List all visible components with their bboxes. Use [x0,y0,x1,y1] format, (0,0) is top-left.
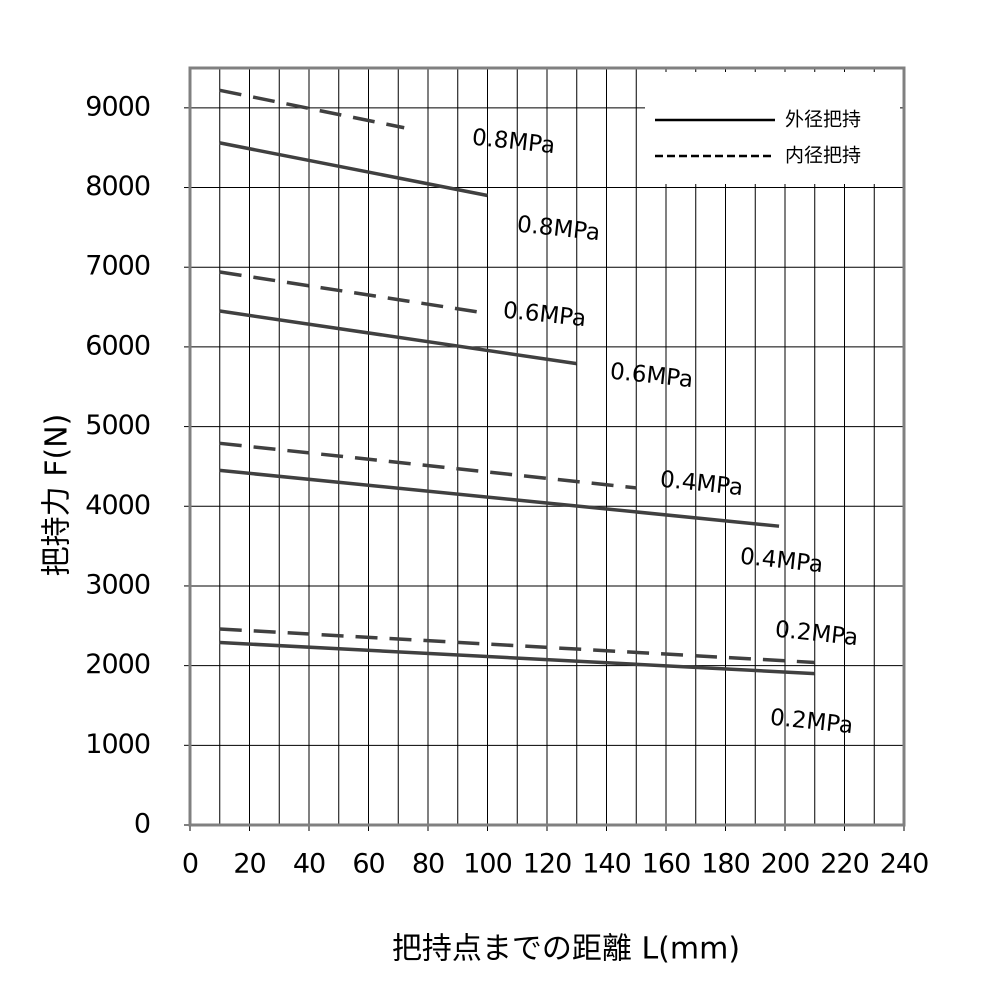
y-tick-label: 4000 [85,490,150,521]
y-tick-label: 5000 [85,410,150,441]
series-label: 0.2MPa [769,705,855,740]
x-tick-label: 140 [582,849,631,880]
series-line [219,270,488,316]
series-line [219,468,780,528]
series-label: 0.4MPa [659,467,745,502]
series-line [219,441,637,490]
x-tick-label: 240 [880,849,929,880]
series-label: 0.2MPa [774,617,860,652]
series-label: 0.4MPa [739,544,825,579]
legend-box [645,72,900,184]
series-line [219,640,815,676]
x-tick-label: 220 [820,849,869,880]
y-tick-label: 1000 [85,729,150,760]
series-line [219,88,405,130]
y-tick-label: 8000 [85,171,150,202]
series-label: 0.6MPa [609,359,695,394]
x-tick-label: 80 [412,849,444,880]
x-tick-label: 40 [293,849,325,880]
y-tick-label: 6000 [85,330,150,361]
series-label: 0.8MPa [516,212,602,247]
x-tick-label: 120 [523,849,572,880]
y-tick-label: 0 [134,809,150,840]
x-tick-label: 60 [352,849,384,880]
x-tick-label: 20 [233,849,265,880]
y-tick-label: 2000 [85,649,150,680]
series-label: 0.6MPa [502,298,588,333]
y-tick-label: 9000 [85,91,150,122]
x-tick-label: 100 [463,849,512,880]
x-axis-label: 把持点までの距離 L(mm) [392,932,740,967]
series-line [219,141,488,198]
legend-label: 内径把持 [785,145,861,167]
series-line [219,627,815,665]
x-tick-label: 160 [642,849,691,880]
x-tick-label: 0 [182,849,198,880]
x-tick-label: 180 [701,849,750,880]
y-tick-label: 7000 [85,251,150,282]
x-tick-label: 200 [761,849,810,880]
series-line [219,309,578,366]
legend-label: 外径把持 [785,109,861,131]
y-tick-label: 3000 [85,569,150,600]
plot-frame [188,66,906,827]
y-axis-label: 把持力 F(N) [40,414,75,577]
series-label: 0.8MPa [471,125,557,160]
